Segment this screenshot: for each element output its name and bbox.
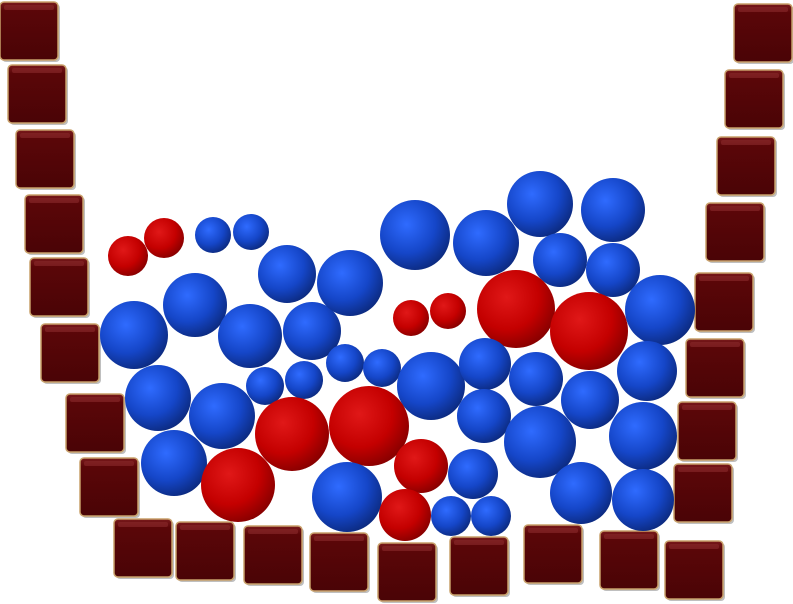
wall-brick <box>673 463 734 524</box>
wall-brick <box>677 401 738 462</box>
red-ball <box>477 270 555 348</box>
blue-ball <box>561 371 619 429</box>
blue-ball <box>397 352 465 420</box>
wall-brick <box>7 64 68 125</box>
wall-brick <box>664 540 725 601</box>
blue-ball <box>625 275 695 345</box>
wall-brick <box>113 518 174 579</box>
wall-brick <box>309 532 370 593</box>
blue-ball <box>312 462 382 532</box>
blue-ball <box>457 389 511 443</box>
red-ball <box>144 218 184 258</box>
red-ball <box>201 448 275 522</box>
blue-ball <box>163 273 227 337</box>
blue-ball <box>612 469 674 531</box>
wall-brick <box>29 257 90 318</box>
wall-brick <box>705 202 766 263</box>
blue-ball <box>317 250 383 316</box>
red-ball <box>108 236 148 276</box>
blue-ball <box>586 243 640 297</box>
wall-brick <box>243 525 304 586</box>
blue-ball <box>550 462 612 524</box>
red-ball <box>394 439 448 493</box>
blue-ball <box>233 214 269 250</box>
wall-brick <box>175 521 236 582</box>
blue-ball <box>125 365 191 431</box>
red-ball <box>329 386 409 466</box>
blue-ball <box>509 352 563 406</box>
blue-ball <box>218 304 282 368</box>
blue-ball <box>617 341 677 401</box>
wall-brick <box>523 524 584 585</box>
wall-brick <box>15 129 76 190</box>
wall-brick <box>65 393 126 454</box>
wall-brick <box>377 542 438 603</box>
wall-brick <box>0 1 60 62</box>
blue-ball <box>504 406 576 478</box>
blue-ball <box>380 200 450 270</box>
wall-brick <box>724 69 785 130</box>
blue-ball <box>195 217 231 253</box>
blue-ball <box>471 496 511 536</box>
blue-ball <box>431 496 471 536</box>
wall-brick <box>79 457 140 518</box>
blue-ball <box>246 367 284 405</box>
red-ball <box>379 489 431 541</box>
red-ball <box>430 293 466 329</box>
wall-brick <box>449 536 510 597</box>
blue-ball <box>581 178 645 242</box>
blue-ball <box>285 361 323 399</box>
wall-brick <box>716 136 777 197</box>
red-ball <box>255 397 329 471</box>
blue-ball <box>326 344 364 382</box>
blue-ball <box>507 171 573 237</box>
blue-ball <box>363 349 401 387</box>
blue-ball <box>453 210 519 276</box>
wall-brick <box>733 3 793 64</box>
blue-ball <box>533 233 587 287</box>
blue-ball <box>100 301 168 369</box>
wall-brick <box>40 323 101 384</box>
blue-ball <box>283 302 341 360</box>
blue-ball <box>459 338 511 390</box>
blue-ball <box>189 383 255 449</box>
wall-brick <box>24 194 85 255</box>
blue-ball <box>609 402 677 470</box>
blue-ball <box>448 449 498 499</box>
red-ball <box>393 300 429 336</box>
blue-ball <box>141 430 207 496</box>
blue-ball <box>258 245 316 303</box>
red-ball <box>550 292 628 370</box>
wall-brick <box>685 338 746 399</box>
wall-brick <box>599 530 660 591</box>
ball-pile <box>100 171 695 541</box>
wall-brick <box>694 272 755 333</box>
